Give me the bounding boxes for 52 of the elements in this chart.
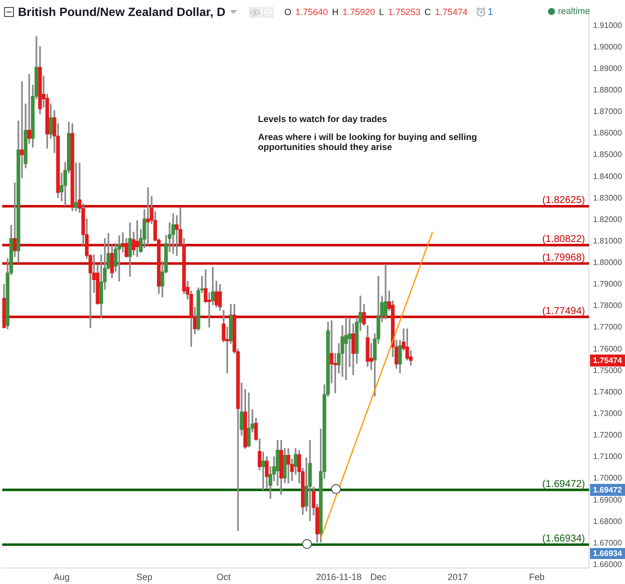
ref-line-label: (1.82625) (542, 195, 585, 206)
x-tick-label: Feb (529, 572, 545, 582)
y-tick-label: 1.90000 (593, 42, 622, 52)
candlestick (74, 162, 78, 211)
y-tick-label: 1.78000 (593, 301, 622, 310)
y-tick-label: 1.66000 (593, 560, 622, 569)
annotation: 1 (488, 6, 494, 18)
y-tick-label: 1.89000 (593, 64, 622, 73)
ref-line-label: (1.79968) (542, 252, 585, 264)
ref-line-label: (1.69472) (542, 478, 585, 490)
x-tick-label: 2016-11-18 (316, 572, 362, 582)
annotation: Areas where i will be looking for buying and selling opportunities should they arise (258, 132, 478, 152)
y-tick-label: 1.85000 (593, 150, 622, 160)
y-tick-label: 1.82000 (593, 214, 622, 224)
annotation: Levels to watch for day trades (258, 114, 388, 124)
ref-line-label: (1.77494) (542, 306, 585, 317)
chart-title: British Pound/New Zealand Dollar, D (18, 5, 226, 19)
x-tick-label: Sep (136, 572, 152, 582)
y-tick-label: 1.76000 (593, 344, 622, 354)
x-tick-label: 2017 (448, 572, 468, 582)
candlestick (20, 81, 24, 178)
y-tick-label: 1.83000 (593, 193, 622, 202)
x-tick-label: Dec (370, 572, 387, 582)
candlestick (146, 187, 150, 246)
ref-line-label: (1.80822) (542, 234, 585, 246)
x-tick-label: Aug (54, 572, 70, 582)
y-tick-label: 1.88000 (593, 86, 622, 95)
y-tick-label: 1.70000 (593, 474, 622, 483)
y-tick-label: 1.75000 (593, 366, 622, 375)
y-tick-label: 1.69000 (593, 495, 622, 504)
candlestick (344, 317, 348, 380)
y-tick-label: 1.84000 (593, 172, 622, 181)
y-tick-label: 1.81000 (593, 236, 622, 246)
y-tick-label: 1.77000 (593, 322, 622, 332)
y-tick-label: 1.72000 (593, 430, 622, 440)
text: 1.66934 (590, 548, 625, 559)
y-tick-label: 1.73000 (593, 409, 622, 418)
annotation: realtime (558, 6, 590, 16)
y-tick-label: 1.68000 (593, 516, 622, 526)
y-tick-label: 1.71000 (593, 452, 622, 462)
y-tick-label: 1.67000 (593, 538, 622, 548)
y-tick-label: 1.79000 (593, 280, 622, 289)
annotation: 1.75474 (593, 356, 622, 366)
y-tick-label: 1.86000 (593, 128, 622, 138)
y-tick-label: 1.80000 (593, 258, 622, 268)
chart-subtitle: O 1.75640 H 1.75920 L 1.75253 C 1.75474 (284, 7, 468, 17)
y-tick-label: 1.87000 (593, 107, 622, 116)
ref-line-label: (1.66934) (542, 534, 585, 545)
annotation: 1.69472 (593, 486, 622, 495)
y-tick-label: 1.74000 (593, 387, 622, 396)
y-tick-label: 1.91000 (593, 20, 622, 30)
x-tick-label: Oct (216, 572, 232, 582)
